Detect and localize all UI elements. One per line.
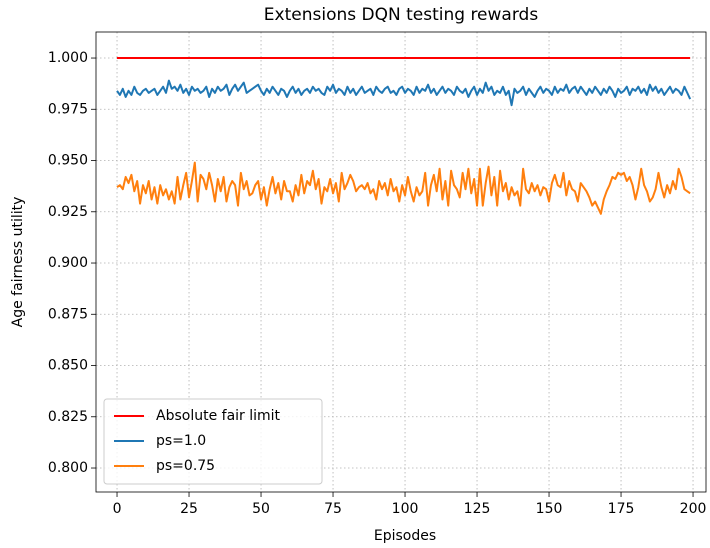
y-axis-label: Age fairness utility (10, 197, 26, 328)
x-tick-label: 0 (113, 501, 122, 517)
y-tick-label: 0.850 (48, 358, 88, 374)
y-tick-label: 0.875 (48, 306, 88, 322)
x-tick-label: 50 (252, 501, 270, 517)
line-series (116, 161, 691, 215)
legend-label: ps=0.75 (156, 458, 215, 474)
y-tick-label: 0.975 (48, 101, 88, 117)
plot-frame (95, 31, 707, 493)
x-tick-label: 125 (464, 501, 491, 517)
x-tick-label: 25 (180, 501, 198, 517)
y-tick-label: 0.950 (48, 153, 88, 169)
y-tick-label: 0.825 (48, 409, 88, 425)
x-tick-label: 175 (608, 501, 635, 517)
y-tick-label: 0.800 (48, 460, 88, 476)
legend: Absolute fair limit ps=1.0 ps=0.75 (103, 398, 323, 485)
x-tick-label: 75 (324, 501, 342, 517)
y-tick-label: 0.925 (48, 204, 88, 220)
line-series (116, 79, 692, 107)
x-tick-label: 200 (680, 501, 707, 517)
legend-label: Absolute fair limit (156, 408, 281, 424)
legend-box (103, 398, 323, 485)
legend-label: ps=1.0 (156, 433, 206, 449)
y-tick-label: 0.900 (48, 255, 88, 271)
chart-title: Extensions DQN testing rewards (264, 5, 539, 25)
x-axis-label: Episodes (374, 528, 436, 544)
x-tick-label: 100 (392, 501, 419, 517)
x-tick-label: 150 (536, 501, 563, 517)
y-tick-label: 1.000 (48, 50, 88, 66)
